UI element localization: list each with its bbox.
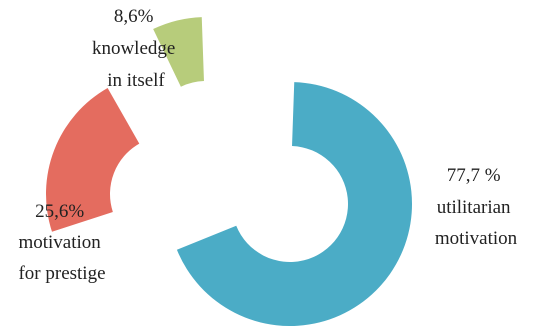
slice-knowledge (153, 17, 204, 87)
slice-label-prestige-line1: motivation (18, 232, 101, 253)
slice-label-prestige: 25,6% motivation for prestige (18, 201, 105, 284)
donut-slices (46, 17, 412, 326)
slice-label-prestige-value: 25,6% (35, 201, 84, 222)
slice-label-utilitarian-value: 77,7 % (447, 165, 501, 186)
slice-label-utilitarian: 77,7 % utilitarian motivation (435, 165, 518, 249)
slice-utilitarian (176, 82, 412, 326)
slice-label-prestige-line2: for prestige (18, 263, 105, 284)
slice-prestige (46, 87, 140, 232)
slice-label-knowledge-value: 8,6% (114, 6, 154, 27)
slice-label-utilitarian-line2: motivation (435, 228, 518, 249)
slice-label-knowledge-line2: in itself (107, 70, 165, 91)
slice-label-utilitarian-line1: utilitarian (437, 197, 511, 218)
slice-label-knowledge: 8,6% knowledge in itself (92, 6, 180, 91)
slice-label-knowledge-line1: knowledge (92, 38, 175, 59)
